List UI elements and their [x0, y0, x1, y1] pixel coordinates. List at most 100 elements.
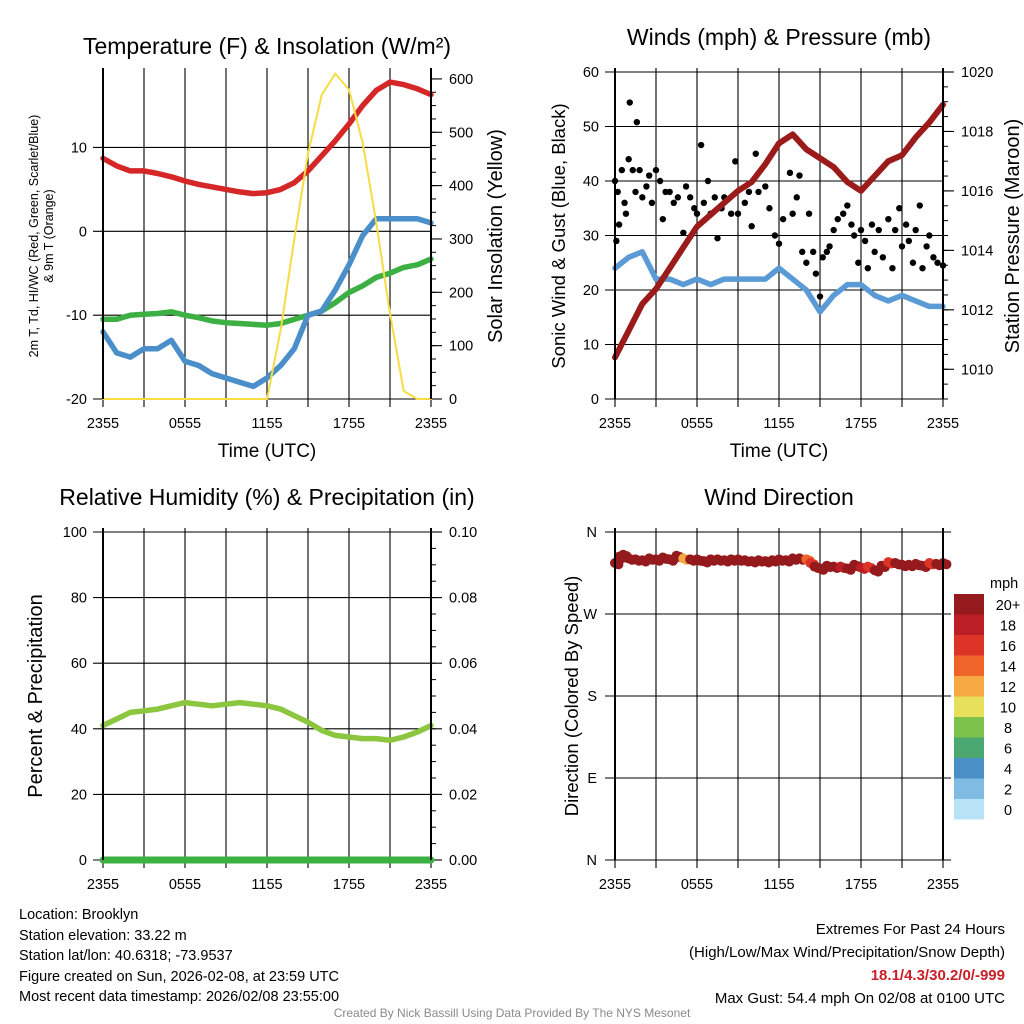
x-tick-label: 1155 — [763, 877, 794, 893]
gust-point — [766, 205, 773, 212]
extremes-legend: (High/Low/Max Wind/Precipitation/Snow De… — [689, 944, 1005, 961]
gust-point — [840, 210, 847, 217]
x-tick-label: 2355 — [87, 877, 119, 893]
max-gust-text: Max Gust: 54.4 mph On 02/08 at 0100 UTC — [714, 990, 1005, 1007]
y-tick-label: -20 — [66, 392, 87, 408]
series-solar-insolation — [102, 72, 432, 400]
gust-point — [656, 177, 664, 185]
y-tick-label: -10 — [66, 308, 87, 324]
gust-point — [643, 183, 650, 190]
gust-point — [868, 221, 876, 228]
series-station-pressure — [612, 101, 946, 361]
x-tick-label: 1155 — [251, 416, 282, 432]
gust-point — [674, 194, 682, 201]
gust-point — [786, 169, 794, 177]
gust-point — [693, 210, 701, 217]
speed-colorbar: mph 20+ 18 16 14 12 10 8 6 4 2 0 — [954, 576, 1020, 820]
gust-point — [834, 215, 841, 223]
gust-point — [727, 210, 735, 217]
gust-point — [912, 226, 919, 234]
extremes-panel: Extremes For Past 24 Hours (High/Low/Max… — [689, 918, 1005, 1010]
x-axis-label: Time (UTC) — [218, 441, 317, 462]
gust-point — [697, 141, 705, 149]
gust-point — [752, 150, 759, 157]
gust-point — [625, 156, 632, 163]
y-axis-label: Percent & Precipitation — [25, 594, 47, 797]
gust-point — [659, 215, 667, 223]
gust-point — [902, 221, 910, 228]
colorbar-label: 10 — [1000, 701, 1016, 717]
colorbar-swatch — [954, 676, 984, 697]
x-tick-label: 0555 — [681, 416, 713, 432]
gust-point — [734, 210, 742, 217]
latlon-text: Station lat/lon: 40.6318; -73.9537 — [19, 948, 233, 964]
gust-point — [670, 199, 677, 206]
series-sonic-wind — [612, 249, 946, 315]
x-tick-label: 0555 — [169, 416, 201, 432]
gust-point — [819, 254, 826, 261]
gust-point — [861, 237, 869, 245]
series-dewpoint — [100, 256, 434, 328]
gust-point — [626, 99, 633, 106]
gust-point — [826, 243, 833, 250]
right-tick-label: 0 — [449, 392, 457, 408]
gust-point — [896, 205, 903, 212]
credit-text: Created By Nick Bassill Using Data Provi… — [333, 1006, 691, 1020]
colorbar-swatch — [954, 778, 984, 799]
gust-point — [748, 223, 755, 230]
right-tick-label: 200 — [449, 285, 473, 301]
gust-point — [796, 172, 803, 179]
right-tick-label: 600 — [449, 72, 473, 88]
right-tick-label: 1012 — [961, 303, 993, 319]
gust-point — [809, 248, 817, 256]
gust-point — [909, 259, 917, 266]
colorbar-label: 12 — [1000, 680, 1016, 696]
right-tick-label: 0.00 — [449, 853, 477, 869]
gust-point — [891, 226, 899, 234]
y-tick-label: 60 — [71, 656, 87, 672]
gust-point — [919, 265, 926, 272]
right-axis-label: Station Pressure (Maroon) — [1002, 119, 1024, 354]
colorbar-label: 6 — [1004, 742, 1012, 758]
gust-point — [639, 194, 646, 201]
gust-point — [762, 183, 769, 190]
colorbar-swatch — [954, 737, 984, 758]
right-tick-label: 0.04 — [449, 722, 477, 738]
colorbar-swatch — [954, 717, 984, 738]
y-axis-label: Sonic Wind & Gust (Blue, Black) — [548, 103, 569, 368]
y-tick-label: W — [583, 607, 597, 623]
created-text: Figure created on Sun, 2026-02-08, at 23… — [19, 968, 339, 985]
chart-title: Temperature (F) & Insolation (W/m²) — [83, 33, 451, 59]
right-tick-label: 0.06 — [449, 656, 477, 672]
gust-point — [905, 237, 913, 245]
colorbar-label: 8 — [1004, 721, 1012, 737]
right-tick-label: 0.02 — [449, 787, 477, 803]
gust-point — [844, 202, 851, 209]
gust-point — [714, 235, 721, 242]
gust-point — [652, 166, 660, 174]
gust-point — [889, 265, 896, 272]
x-tick-label: 2355 — [927, 877, 959, 893]
gust-point — [691, 205, 698, 212]
colorbar-swatch — [954, 635, 984, 656]
gust-point — [615, 221, 623, 228]
extremes-values: 18.1/4.3/30.2/0/-999 — [870, 967, 1005, 984]
y-tick-label: N — [587, 853, 597, 869]
colorbar-swatch — [954, 799, 984, 820]
right-tick-label: 1014 — [961, 243, 993, 259]
x-tick-label: 1155 — [251, 877, 282, 893]
y-tick-label: 0 — [591, 392, 599, 408]
y-tick-label: E — [587, 771, 597, 787]
gust-point — [864, 265, 872, 272]
gust-point — [855, 259, 862, 266]
gust-point — [923, 243, 930, 250]
gust-point — [799, 248, 806, 256]
right-tick-label: 300 — [449, 232, 473, 248]
right-tick-label: 400 — [449, 179, 473, 195]
y-tick-label: 40 — [583, 174, 599, 190]
x-tick-label: 1755 — [333, 877, 365, 893]
gust-point — [850, 232, 858, 239]
gust-point — [775, 240, 783, 247]
